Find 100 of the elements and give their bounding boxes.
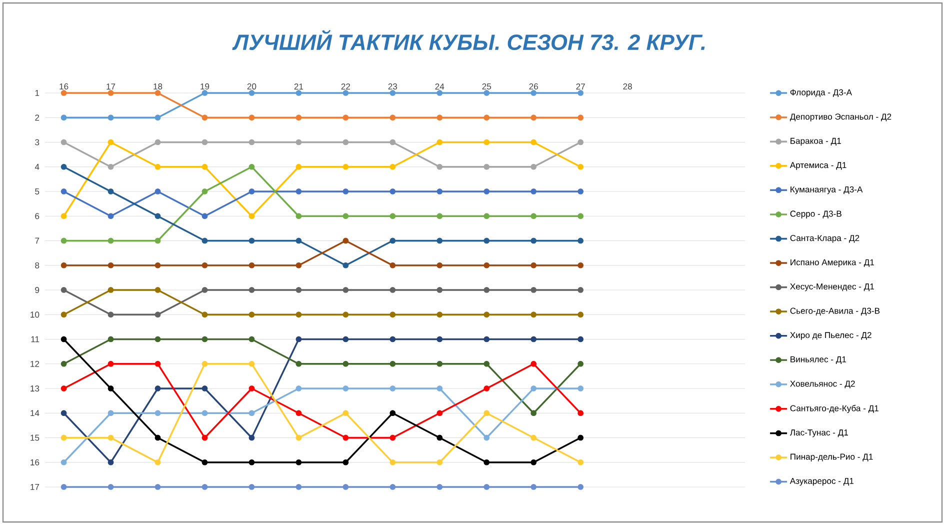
point	[108, 114, 114, 121]
chart-title: ЛУЧШИЙ ТАКТИК КУБЫ. СЕЗОН 73. 2 КРУГ.	[232, 30, 705, 50]
point	[578, 312, 584, 318]
point	[530, 336, 537, 342]
point	[390, 90, 396, 96]
point	[296, 164, 302, 170]
point	[248, 139, 255, 146]
point	[484, 459, 490, 466]
point	[154, 262, 161, 268]
point	[108, 188, 114, 194]
point	[60, 360, 67, 367]
point	[530, 386, 537, 392]
point	[154, 336, 161, 342]
x-tick-label: 23	[388, 83, 398, 90]
point	[202, 213, 208, 220]
point	[296, 238, 302, 244]
point	[484, 410, 490, 416]
point	[484, 484, 490, 490]
point	[530, 114, 537, 121]
point	[296, 459, 302, 466]
point	[390, 434, 396, 441]
y-tick-label: 17	[30, 484, 40, 490]
point	[154, 312, 161, 318]
point	[530, 262, 537, 268]
point	[248, 90, 255, 96]
point	[60, 114, 67, 121]
point	[248, 238, 255, 244]
point	[60, 410, 67, 416]
point	[484, 188, 490, 194]
point	[578, 139, 584, 146]
point	[578, 114, 584, 121]
point	[108, 287, 114, 293]
point	[578, 213, 584, 220]
point	[484, 262, 490, 268]
point	[390, 312, 396, 318]
point	[436, 386, 443, 392]
point	[248, 164, 255, 170]
point	[578, 336, 584, 342]
point	[436, 434, 443, 441]
x-tick-label: 27	[576, 83, 585, 90]
x-tick-label: 22	[341, 83, 350, 90]
y-tick-label: 8	[35, 262, 40, 268]
point	[436, 188, 443, 194]
point	[108, 386, 114, 392]
point	[342, 238, 349, 244]
point	[530, 164, 537, 170]
point	[296, 262, 302, 268]
point	[342, 213, 349, 220]
y-tick-label: 5	[35, 188, 40, 194]
point	[202, 262, 208, 268]
point	[248, 213, 255, 220]
point	[108, 360, 114, 367]
y-tick-label: 15	[30, 434, 40, 441]
point	[530, 434, 537, 441]
legend-label: Виньялес - Д1	[790, 356, 846, 364]
point	[154, 360, 161, 367]
point	[296, 213, 302, 220]
point	[248, 434, 255, 441]
point	[484, 312, 490, 318]
point	[154, 90, 161, 96]
point	[154, 410, 161, 416]
point	[342, 434, 349, 441]
point	[530, 238, 537, 244]
point	[154, 114, 161, 121]
point	[296, 90, 302, 96]
point	[296, 312, 302, 318]
point	[202, 238, 208, 244]
point	[60, 139, 67, 146]
point	[60, 459, 67, 466]
point	[202, 287, 208, 293]
point	[436, 459, 443, 466]
point	[202, 484, 208, 490]
point	[154, 188, 161, 194]
legend-label: Артемиса - Д1	[790, 162, 846, 170]
point	[154, 459, 161, 466]
point	[436, 262, 443, 268]
y-tick-label: 1	[35, 90, 40, 96]
point	[202, 459, 208, 466]
point	[390, 213, 396, 220]
point	[484, 238, 490, 244]
point	[154, 164, 161, 170]
point	[296, 188, 302, 194]
point	[108, 459, 114, 466]
y-tick-label: 11	[31, 336, 40, 342]
point	[108, 262, 114, 268]
point	[484, 90, 490, 96]
y-tick-label: 9	[35, 286, 40, 294]
point	[578, 434, 584, 441]
x-tick-label: 25	[482, 83, 492, 90]
point	[342, 312, 349, 318]
legend-label: Ховельянос - Д2	[790, 380, 855, 388]
point	[436, 484, 443, 490]
point	[342, 484, 349, 490]
point	[108, 484, 114, 490]
point	[436, 139, 443, 146]
point	[248, 312, 255, 318]
point	[248, 360, 255, 367]
point	[296, 386, 302, 392]
point	[342, 459, 349, 466]
point	[436, 336, 443, 342]
